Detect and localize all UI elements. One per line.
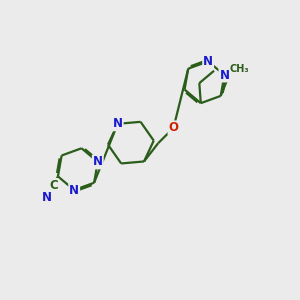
Text: CH₃: CH₃ (230, 64, 249, 74)
Text: O: O (169, 122, 178, 134)
Text: N: N (93, 155, 103, 168)
Text: C: C (49, 179, 58, 192)
Text: N: N (113, 117, 123, 130)
Text: N: N (42, 191, 52, 204)
Text: N: N (69, 184, 79, 196)
Text: N: N (219, 68, 230, 82)
Text: N: N (203, 55, 213, 68)
